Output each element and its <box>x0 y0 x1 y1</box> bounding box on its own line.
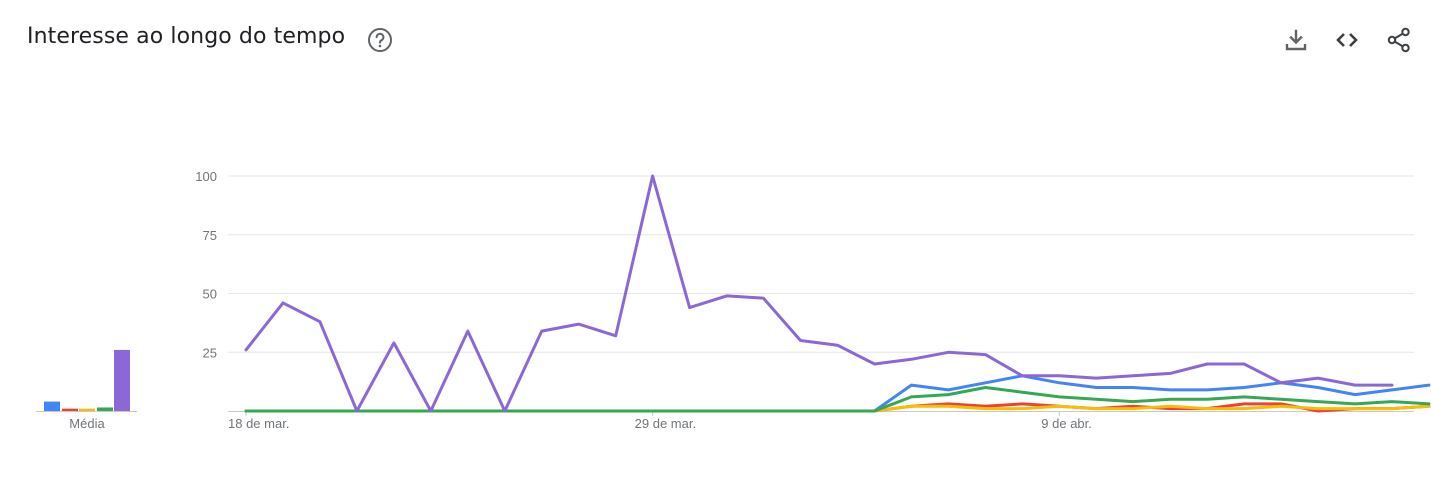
series-line-1 <box>244 374 1431 413</box>
average-bar-4 <box>97 407 113 411</box>
download-icon[interactable] <box>1283 27 1309 53</box>
average-bar-3 <box>79 408 95 411</box>
average-bar-5 <box>114 349 130 411</box>
average-bar-2 <box>62 408 78 411</box>
x-tick-label: 18 de mar. <box>228 416 289 431</box>
x-tick-label: 29 de mar. <box>635 416 696 431</box>
y-tick-label: 75 <box>203 228 217 243</box>
series-line-5 <box>244 174 1394 413</box>
embed-code-icon[interactable] <box>1334 27 1360 53</box>
series-line-4 <box>244 386 1431 413</box>
help-circle-icon[interactable] <box>367 27 393 53</box>
y-tick-label: 100 <box>195 169 217 184</box>
average-bar-1 <box>44 401 60 411</box>
y-tick-label: 25 <box>203 345 217 360</box>
y-tick-label: 50 <box>203 287 217 302</box>
chart-title: Interesse ao longo do tempo <box>27 24 346 49</box>
share-icon[interactable] <box>1386 27 1412 53</box>
average-label: Média <box>69 416 105 431</box>
x-tick-label: 9 de abr. <box>1041 416 1092 431</box>
